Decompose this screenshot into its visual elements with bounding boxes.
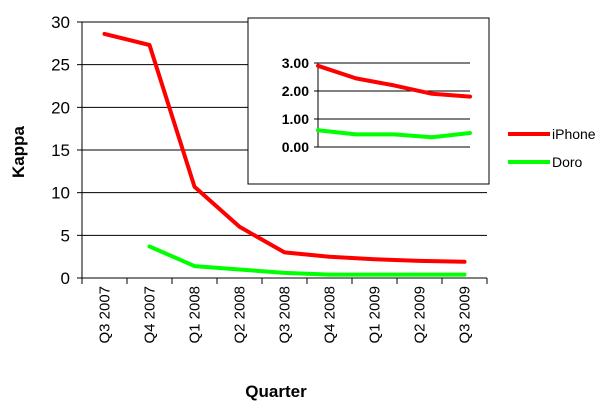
inset-y-tick-label: 0.00 — [282, 139, 309, 155]
series-line-doro — [147, 244, 467, 277]
legend-label-doro: Doro — [552, 154, 583, 170]
legend-label-iphone: iPhone — [552, 126, 596, 142]
main-y-tick-label: 30 — [51, 13, 70, 32]
x-tick-label-q2-2008: Q2 2008 — [232, 286, 249, 344]
x-tick-label-q2-2009: Q2 2009 — [412, 286, 429, 344]
main-x-tick-labels: Q3 2007 Q4 2007 Q1 2008 Q2 2008 Q3 2008 Q4 20… — [97, 286, 474, 344]
main-y-tick-label: 10 — [51, 184, 70, 203]
main-axes — [77, 21, 488, 284]
inset-frame — [247, 17, 490, 185]
main-y-tick-label: 0 — [61, 269, 70, 288]
x-tick-label-q1-2008: Q1 2008 — [187, 286, 204, 344]
x-tick-label-q3-2009: Q3 2009 — [457, 286, 474, 344]
x-tick-label-q4-2008: Q4 2008 — [322, 286, 339, 344]
x-tick-label-q3-2007: Q3 2007 — [97, 286, 114, 344]
inset-chart: 0.00 1.00 2.00 3.00 — [247, 17, 490, 185]
main-y-tick-label: 20 — [51, 98, 70, 117]
x-tick-label-q1-2009: Q1 2009 — [367, 286, 384, 344]
main-y-tick-label: 5 — [61, 226, 70, 245]
main-series-lines — [102, 31, 467, 277]
main-y-tick-label: 15 — [51, 141, 70, 160]
inset-y-tick-label: 3.00 — [282, 55, 309, 71]
x-axis-title: Quarter — [245, 382, 307, 401]
inset-series-line-iphone — [316, 63, 472, 99]
x-tick-label-q3-2008: Q3 2008 — [277, 286, 294, 344]
inset-y-tick-label: 2.00 — [282, 83, 309, 99]
x-tick-label-q4-2007: Q4 2007 — [142, 286, 159, 344]
inset-y-tick-label: 1.00 — [282, 111, 309, 127]
main-y-tick-label: 25 — [51, 56, 70, 75]
series-line-iphone — [102, 31, 467, 264]
y-axis-title: Kappa — [9, 125, 28, 178]
main-y-tick-labels: 0 5 10 15 20 25 30 — [51, 13, 70, 288]
legend: iPhone Doro — [508, 126, 596, 170]
inset-series-line-doro — [316, 128, 472, 140]
